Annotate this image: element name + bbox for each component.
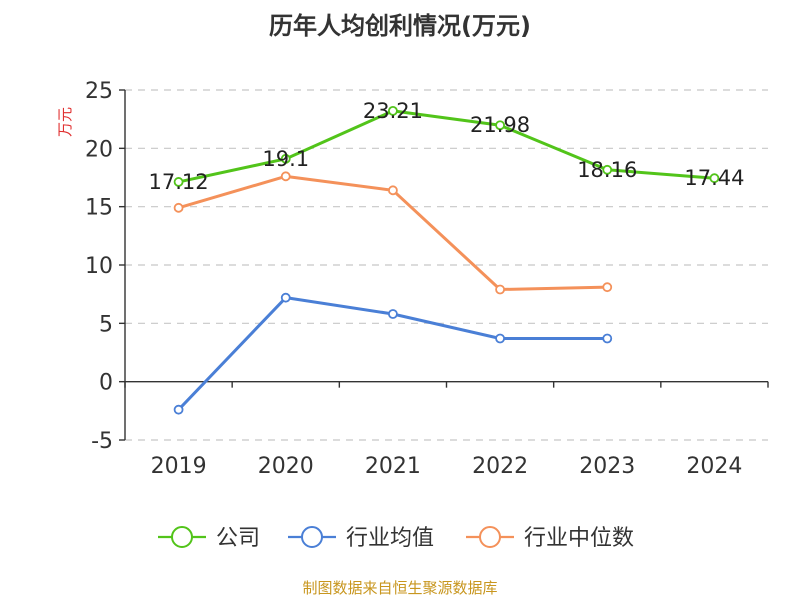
- series-0: [173, 105, 720, 187]
- data-point: [495, 284, 505, 295]
- data-label: 21.98: [470, 113, 530, 137]
- data-point: [709, 173, 720, 184]
- legend-swatch-marker: [171, 526, 193, 548]
- data-point: [388, 309, 398, 319]
- source-note: 制图数据来自恒生聚源数据库: [302, 579, 497, 597]
- data-point: [280, 292, 291, 303]
- x-tick-label: 2023: [579, 454, 635, 479]
- data-label: 18.16: [577, 158, 637, 182]
- axes: -5 0 5 10 15 20 25 2019 2020 2021 2022 2023 2024: [85, 79, 769, 479]
- y-tick-label: 10: [85, 254, 113, 279]
- x-tick-label: 2022: [472, 454, 528, 479]
- data-point: [173, 404, 184, 415]
- legend-swatch-marker: [479, 526, 501, 548]
- series-line: [177, 109, 716, 184]
- data-label: 19.1: [262, 147, 309, 171]
- y-tick-label: 20: [85, 137, 113, 162]
- data-point: [280, 171, 291, 182]
- legend-label: 公司: [216, 526, 260, 551]
- legend-item-0: 公司: [158, 526, 260, 551]
- series-lines: [173, 105, 720, 415]
- data-point: [388, 185, 398, 196]
- y-tick-label: 5: [99, 312, 113, 337]
- data-point: [495, 333, 505, 344]
- legend-swatch-marker: [301, 526, 323, 548]
- y-tick-label: 25: [85, 79, 113, 104]
- x-tick-label: 2019: [151, 454, 207, 479]
- data-point: [495, 120, 505, 131]
- legend: 公司 行业均值 行业中位数: [158, 526, 634, 551]
- x-tick-label: 2020: [258, 454, 314, 479]
- data-point: [602, 164, 613, 175]
- data-point: [173, 177, 184, 187]
- data-point: [602, 333, 613, 344]
- legend-item-1: 行业均值: [288, 526, 434, 551]
- data-label: 23.21: [363, 99, 423, 123]
- data-point: [280, 153, 291, 164]
- x-tick-label: 2021: [365, 454, 421, 479]
- series-1: [173, 292, 613, 415]
- data-point: [173, 202, 184, 213]
- x-tick-label: 2024: [686, 454, 742, 479]
- grid-lines: [125, 89, 768, 441]
- legend-label: 行业中位数: [524, 526, 634, 551]
- y-axis-unit-label: 万元: [56, 107, 74, 137]
- data-point: [602, 282, 613, 293]
- data-label: 17.44: [684, 166, 744, 190]
- y-tick-label: 15: [85, 196, 113, 221]
- y-tick-label: -5: [91, 429, 113, 454]
- y-tick-label: 0: [99, 371, 113, 396]
- data-point: [388, 105, 398, 116]
- data-label: 17.12: [149, 170, 209, 194]
- legend-label: 行业均值: [346, 526, 434, 551]
- chart-title: 历年人均创利情况(万元): [269, 12, 531, 40]
- data-labels: 17.12 19.1 23.21 21.98 18.16 17.44: [149, 99, 745, 194]
- series-2: [173, 171, 613, 295]
- legend-item-2: 行业中位数: [466, 526, 634, 551]
